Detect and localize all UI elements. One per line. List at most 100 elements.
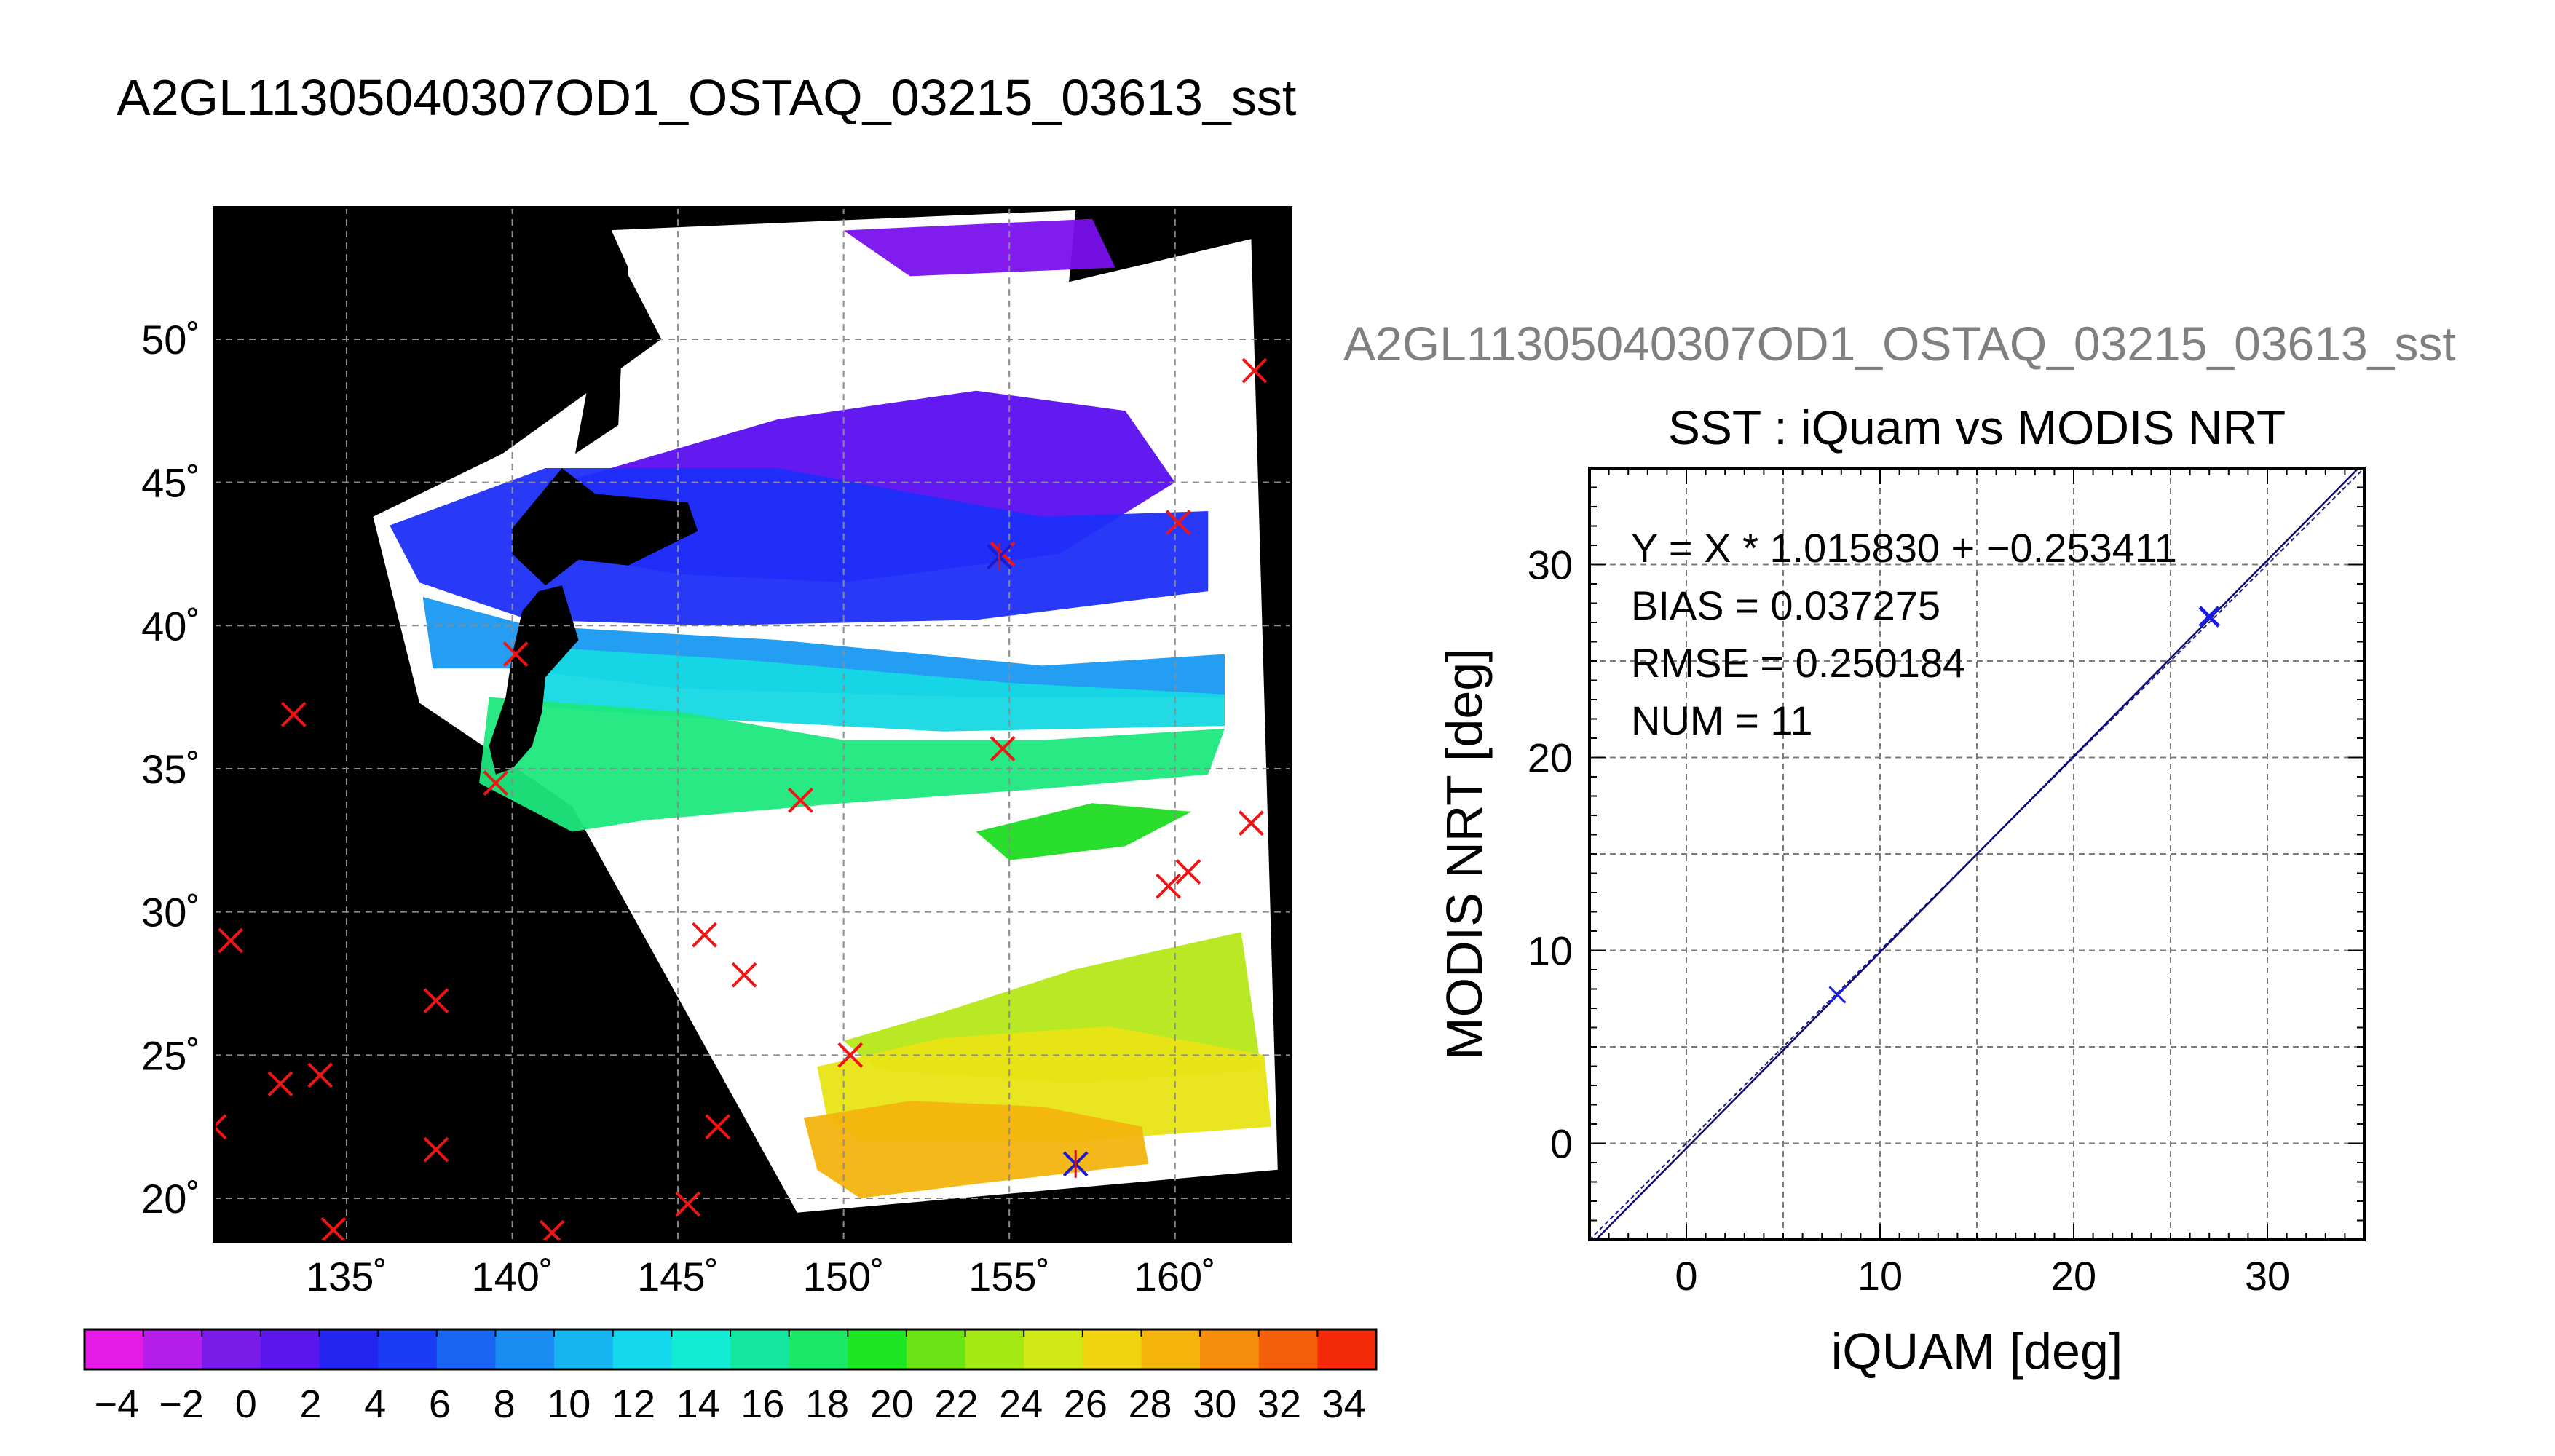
scatter-point: [1828, 986, 1847, 1004]
scatter-figure-title: A2GL11305040307OD1_OSTAQ_03215_03613_sst: [1343, 317, 2456, 371]
colorbar-cell: [730, 1329, 790, 1369]
scatter-ticks: [1589, 467, 2365, 1241]
land-mass: [575, 215, 628, 454]
colorbar-tick-label: 4: [364, 1382, 386, 1426]
colorbar-tick-label: −2: [159, 1382, 204, 1426]
map-marker-red-x: [692, 922, 717, 948]
colorbar-cell: [671, 1329, 731, 1369]
map-marker-red-x: [502, 641, 529, 668]
scatter-x-tick-label: 30: [2245, 1253, 2290, 1299]
map-y-tick-label: 50˚: [141, 317, 200, 363]
colorbar-tick-label: 0: [235, 1382, 257, 1426]
colorbar-cell: [143, 1329, 202, 1369]
map-y-tick-label: 30˚: [141, 890, 200, 935]
sst-region-orange: [804, 1101, 1149, 1198]
scatter-stats-line: Y = X * 1.015830 + −0.253411: [1631, 525, 2177, 571]
colorbar-tick-label: 20: [870, 1382, 914, 1426]
scatter-y-tick-labels: 0 10 20 30: [1528, 542, 1573, 1167]
map-marker-red-x: [218, 927, 244, 954]
map-marker-red-x: [1156, 873, 1182, 899]
map-x-tick-label: 145˚: [637, 1254, 719, 1299]
colorbar-cell: [554, 1329, 614, 1369]
colorbar-cell: [202, 1329, 261, 1369]
scatter-y-tick-label: 10: [1528, 928, 1573, 974]
map-marker-red-x: [320, 1216, 347, 1241]
map-y-tick-label: 20˚: [141, 1176, 200, 1222]
map-marker-red-x: [675, 1191, 701, 1217]
colorbar-cell: [1258, 1329, 1318, 1369]
map-marker-red-x: [483, 770, 509, 796]
map-land: [489, 215, 698, 775]
sst-map: 135˚ 140˚ 145˚ 150˚ 155˚ 160˚ 20˚ 25˚ 30˚ 35˚ 40˚…: [141, 206, 1292, 1299]
colorbar-tick-label: 18: [805, 1382, 849, 1426]
sst-scatter-plot: SST : iQuam vs MODIS NRT 0 10 20 30 0 10 20 30…: [1436, 400, 2366, 1380]
map-y-tick-label: 25˚: [141, 1032, 200, 1078]
sst-region-green-patch: [976, 803, 1192, 860]
map-x-tick-label: 135˚: [306, 1254, 387, 1299]
colorbar-cell: [906, 1329, 966, 1369]
map-marker-red-x: [423, 1136, 449, 1163]
colorbar-tick-label: 6: [429, 1382, 451, 1426]
colorbar-cell: [319, 1329, 379, 1369]
map-y-tick-label: 35˚: [141, 746, 200, 792]
map-x-tick-label: 150˚: [803, 1254, 885, 1299]
colorbar-tick-label: 32: [1257, 1382, 1301, 1426]
colorbar-tick-label: 28: [1129, 1382, 1172, 1426]
scatter-x-tick-label: 10: [1857, 1253, 1903, 1299]
map-marker-red-x: [788, 787, 813, 813]
colorbar-tick-label: 22: [934, 1382, 978, 1426]
map-marker-red-x: [307, 1062, 333, 1088]
map-x-tick-label: 155˚: [968, 1254, 1050, 1299]
scatter-stats-line: NUM = 11: [1631, 697, 1812, 743]
colorbar-cell: [1317, 1329, 1377, 1369]
map-marker-red-x: [837, 1042, 864, 1068]
colorbar-tick-labels: −4 −2 0 2 4 6 8 10 12 14 16 18 20 22 24 26 28 30 32 34: [95, 1382, 1366, 1426]
map-marker-red-x: [705, 1114, 731, 1140]
scatter-fit-line: [1594, 468, 2360, 1240]
map-x-tick-label: 140˚: [472, 1254, 553, 1299]
map-marker-red-x: [731, 962, 757, 988]
colorbar-tick-label: 2: [299, 1382, 321, 1426]
map-marker-red-x: [214, 1114, 227, 1140]
map-markers: [214, 357, 1268, 1241]
colorbar-cell: [495, 1329, 555, 1369]
colorbar-cell: [260, 1329, 320, 1369]
scatter-x-tick-label: 0: [1675, 1253, 1697, 1299]
colorbar-cells: [84, 1329, 1377, 1369]
colorbar-cell: [84, 1329, 144, 1369]
map-y-tick-label: 45˚: [141, 460, 200, 506]
land-mass: [512, 468, 698, 586]
map-y-tick-labels: 20˚ 25˚ 30˚ 35˚ 40˚ 45˚ 50˚: [141, 317, 200, 1222]
map-marker-red-x: [1175, 859, 1201, 885]
colorbar-cell: [965, 1329, 1024, 1369]
colorbar-tick-label: 12: [612, 1382, 655, 1426]
map-x-tick-labels: 135˚ 140˚ 145˚ 150˚ 155˚ 160˚: [306, 1254, 1216, 1299]
colorbar-tick-label: −4: [95, 1382, 140, 1426]
map-x-tick-label: 160˚: [1134, 1254, 1216, 1299]
sst-region-green: [479, 697, 1225, 832]
map-grid: [214, 207, 1291, 1241]
scatter-stats-line: BIAS = 0.037275: [1631, 582, 1940, 628]
colorbar-tick-label: 34: [1322, 1382, 1366, 1426]
colorbar-cell: [1024, 1329, 1083, 1369]
colorbar-tick-label: 30: [1193, 1382, 1236, 1426]
colorbar-cell: [848, 1329, 907, 1369]
map-marker-red-x: [280, 701, 307, 727]
colorbar-tick-label: 8: [494, 1382, 516, 1426]
map-marker-red-x: [423, 988, 449, 1013]
scatter-stats-text: Y = X * 1.015830 + −0.253411 BIAS = 0.037…: [1631, 525, 2177, 743]
map-marker-red-x: [990, 736, 1016, 761]
colorbar-tick-label: 24: [999, 1382, 1043, 1426]
colorbar-cell: [378, 1329, 438, 1369]
scatter-point: [2198, 606, 2220, 628]
scatter-y-tick-label: 20: [1528, 735, 1573, 781]
land-mass: [489, 585, 579, 775]
colorbar-cell: [1082, 1329, 1142, 1369]
map-y-tick-label: 40˚: [141, 603, 200, 649]
map-frame: [213, 206, 1292, 1243]
colorbar-cell: [1141, 1329, 1201, 1369]
scatter-points: [1828, 606, 2220, 1004]
colorbar-cell: [612, 1329, 672, 1369]
